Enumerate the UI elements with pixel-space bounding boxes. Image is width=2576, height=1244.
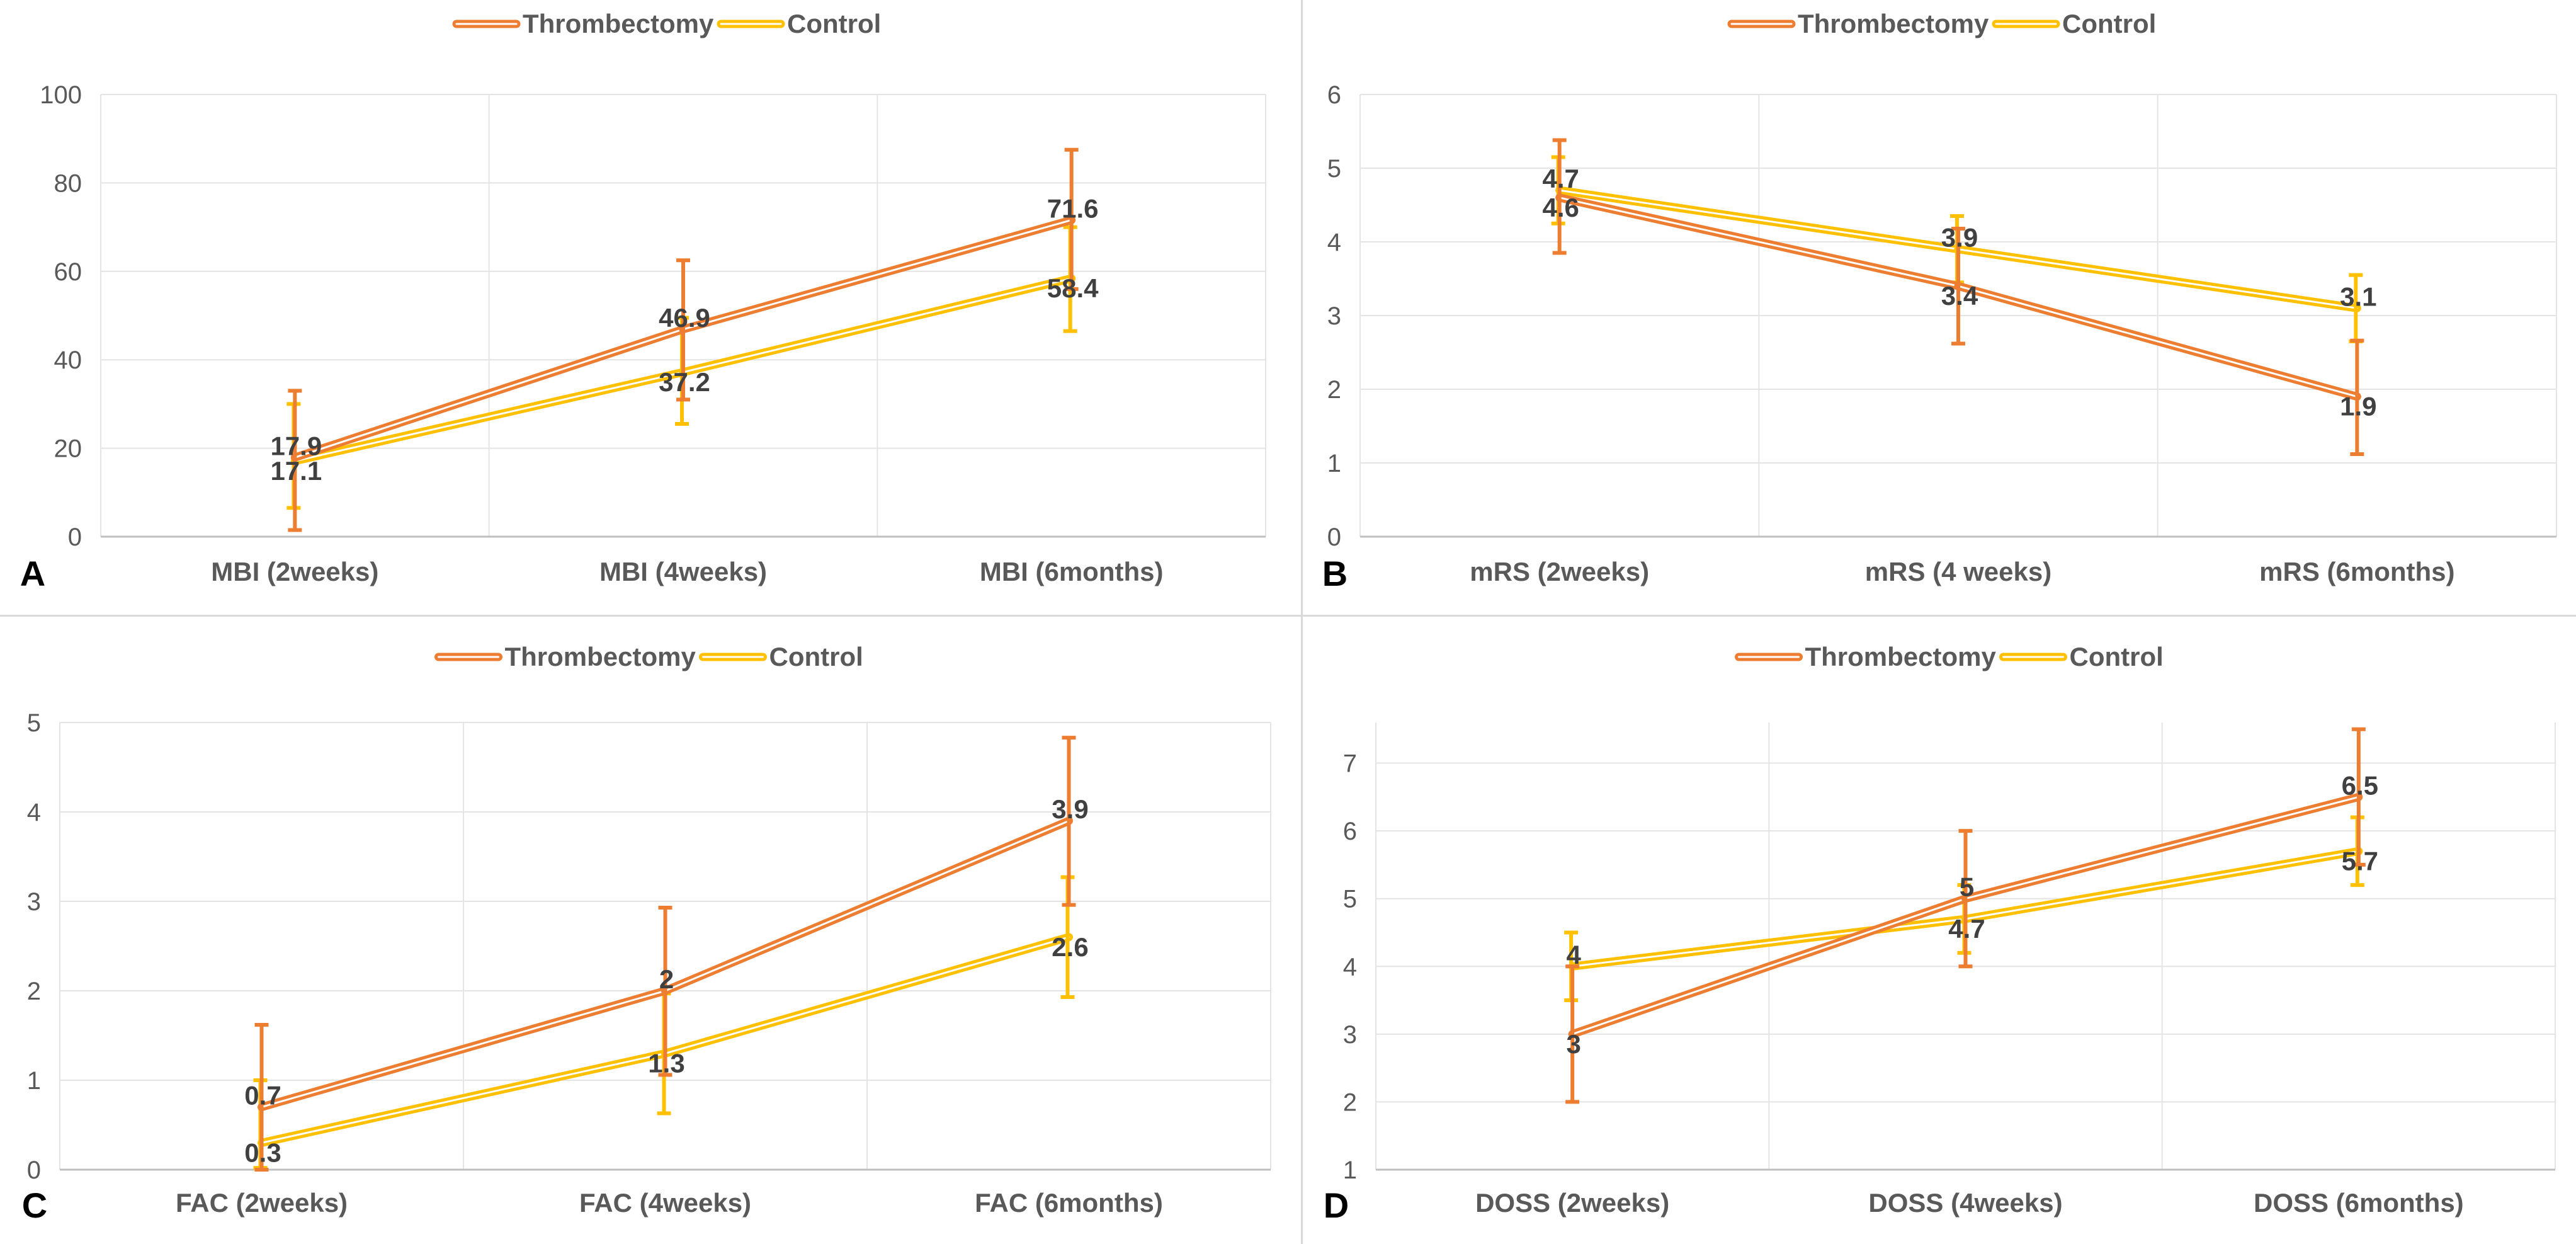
panel-d-control-data-label: 5.7 bbox=[2342, 846, 2378, 876]
panel-c-thrombectomy-line-segment bbox=[661, 816, 1073, 995]
panel-d-control-line-segment bbox=[1961, 847, 2363, 923]
panel-d-control-line-segment bbox=[1568, 915, 1970, 971]
legend-label-thrombectomy: Thrombectomy bbox=[1798, 9, 1989, 38]
panel-a-thrombectomy-data-label: 17.9 bbox=[270, 431, 322, 460]
panel-d-thrombectomy-line-segment bbox=[1961, 792, 2363, 903]
panel-c-ytick: 5 bbox=[27, 709, 41, 737]
panel-c-category-label: FAC (6months) bbox=[975, 1188, 1163, 1218]
panel-a-ytick: 80 bbox=[54, 169, 82, 197]
panel-a-ytick: 20 bbox=[54, 435, 82, 463]
panel-b-control-data-label: 3.9 bbox=[1941, 223, 1978, 253]
legend-label-thrombectomy: Thrombectomy bbox=[1805, 642, 1997, 671]
panel-b-category-label: mRS (2weeks) bbox=[1470, 557, 1649, 586]
panel-d-thrombectomy-data-label: 3 bbox=[1566, 1029, 1580, 1059]
panel-c-category-label: FAC (2weeks) bbox=[176, 1188, 348, 1218]
panel-b-ytick: 2 bbox=[1327, 376, 1341, 404]
panel-d-category-label: DOSS (2weeks) bbox=[1475, 1188, 1669, 1218]
panel-a-control-data-label: 58.4 bbox=[1047, 273, 1099, 303]
panel-b-control-line-segment bbox=[1555, 186, 1963, 254]
panel-b-ytick: 3 bbox=[1327, 302, 1341, 330]
panel-d-category-label: DOSS (4weeks) bbox=[1868, 1188, 2062, 1218]
panel-a-control-line-segment bbox=[679, 274, 1076, 377]
panel-b-ytick: 5 bbox=[1327, 155, 1341, 183]
panel-b-thrombectomy-data-label: 3.4 bbox=[1941, 281, 1978, 311]
panel-a-category-label: MBI (4weeks) bbox=[599, 557, 767, 586]
panel-d-ytick: 6 bbox=[1343, 818, 1357, 845]
panel-a-thrombectomy-data-label: 71.6 bbox=[1047, 193, 1099, 223]
panel-letter-b: B bbox=[1322, 554, 1348, 593]
legend-label-control: Control bbox=[787, 9, 881, 38]
horizontal-divider bbox=[0, 615, 2576, 617]
panel-b-category-label: mRS (6months) bbox=[2259, 557, 2454, 586]
panel-b-thrombectomy-data-label: 4.6 bbox=[1542, 193, 1579, 222]
vertical-divider bbox=[1301, 0, 1303, 1244]
panel-a-thrombectomy-data-label: 46.9 bbox=[659, 303, 710, 333]
panel-b-ytick: 0 bbox=[1327, 523, 1341, 551]
panel-letter-d: D bbox=[1324, 1185, 1349, 1225]
panel-c-control-data-label: 0.3 bbox=[244, 1138, 281, 1167]
panel-c-ytick: 2 bbox=[27, 978, 41, 1005]
legend-label-thrombectomy: Thrombectomy bbox=[505, 642, 696, 671]
panel-b-thrombectomy-line-segment bbox=[1555, 193, 1963, 290]
panel-d-category-label: DOSS (6months) bbox=[2254, 1188, 2464, 1218]
panel-c-thrombectomy-data-label: 3.9 bbox=[1052, 794, 1088, 824]
panel-c-control-data-label: 1.3 bbox=[648, 1048, 684, 1078]
legend-label-control: Control bbox=[2062, 9, 2156, 38]
panel-c-ytick: 1 bbox=[27, 1067, 41, 1095]
panel-c-ytick: 4 bbox=[27, 799, 41, 826]
panel-a-ytick: 40 bbox=[54, 346, 82, 374]
panel-c-ytick: 3 bbox=[27, 888, 41, 916]
panel-a-category-label: MBI (2weeks) bbox=[211, 557, 378, 586]
panel-c-thrombectomy-data-label: 2 bbox=[659, 964, 674, 994]
panel-c-category-label: FAC (4weeks) bbox=[579, 1188, 751, 1218]
panel-c-control-line-segment bbox=[258, 1049, 669, 1147]
panel-d-ytick: 4 bbox=[1343, 953, 1357, 981]
panel-d-ytick: 2 bbox=[1343, 1088, 1357, 1116]
legend-label-control: Control bbox=[2070, 642, 2164, 671]
panel-d-ytick: 7 bbox=[1343, 750, 1357, 778]
panel-d-ytick: 5 bbox=[1343, 886, 1357, 913]
panel-a-ytick: 100 bbox=[40, 81, 82, 109]
panel-a-category-label: MBI (6months) bbox=[980, 557, 1164, 586]
panel-c-thrombectomy-line-segment bbox=[258, 986, 669, 1112]
panel-b-thrombectomy-line-segment bbox=[1954, 282, 2361, 401]
panel-b-ytick: 4 bbox=[1327, 229, 1341, 256]
panel-a-ytick: 0 bbox=[68, 523, 82, 551]
panel-d-control-data-label: 4.7 bbox=[1948, 914, 1985, 944]
panel-a-control-line-segment bbox=[290, 368, 688, 465]
panel-b-ytick: 6 bbox=[1327, 81, 1341, 109]
panel-b-control-data-label: 3.1 bbox=[2340, 282, 2376, 311]
panel-c-control-data-label: 2.6 bbox=[1052, 932, 1088, 962]
panel-a-control-data-label: 37.2 bbox=[659, 367, 710, 397]
panel-a-thrombectomy-line-segment bbox=[290, 325, 688, 462]
panel-b-control-line-segment bbox=[1954, 245, 2361, 312]
panel-b-thrombectomy-data-label: 1.9 bbox=[2340, 392, 2376, 421]
panel-a-thrombectomy-line-segment bbox=[679, 215, 1076, 334]
panel-letter-a: A bbox=[20, 554, 45, 593]
legend-label-thrombectomy: Thrombectomy bbox=[523, 9, 714, 38]
panel-b-ytick: 1 bbox=[1327, 450, 1341, 477]
panel-d-ytick: 1 bbox=[1343, 1156, 1357, 1184]
panel-a-control-data-label: 17.1 bbox=[270, 456, 322, 486]
panel-d-thrombectomy-data-label: 6.5 bbox=[2342, 770, 2378, 800]
panel-d-control-data-label: 4 bbox=[1566, 940, 1581, 969]
panel-c-ytick: 0 bbox=[27, 1156, 41, 1184]
panel-d-thrombectomy-line-segment bbox=[1568, 894, 1970, 1039]
panel-letter-c: C bbox=[22, 1185, 47, 1225]
panel-d-ytick: 3 bbox=[1343, 1021, 1357, 1049]
panel-a-ytick: 60 bbox=[54, 258, 82, 286]
panel-c-control-line-segment bbox=[661, 933, 1073, 1058]
panel-d-thrombectomy-data-label: 5 bbox=[1960, 872, 1974, 902]
panel-b-category-label: mRS (4 weeks) bbox=[1865, 557, 2051, 586]
panel-b-control-data-label: 4.7 bbox=[1542, 164, 1579, 193]
panel-c-thrombectomy-data-label: 0.7 bbox=[244, 1081, 281, 1110]
legend-label-control: Control bbox=[769, 642, 863, 671]
